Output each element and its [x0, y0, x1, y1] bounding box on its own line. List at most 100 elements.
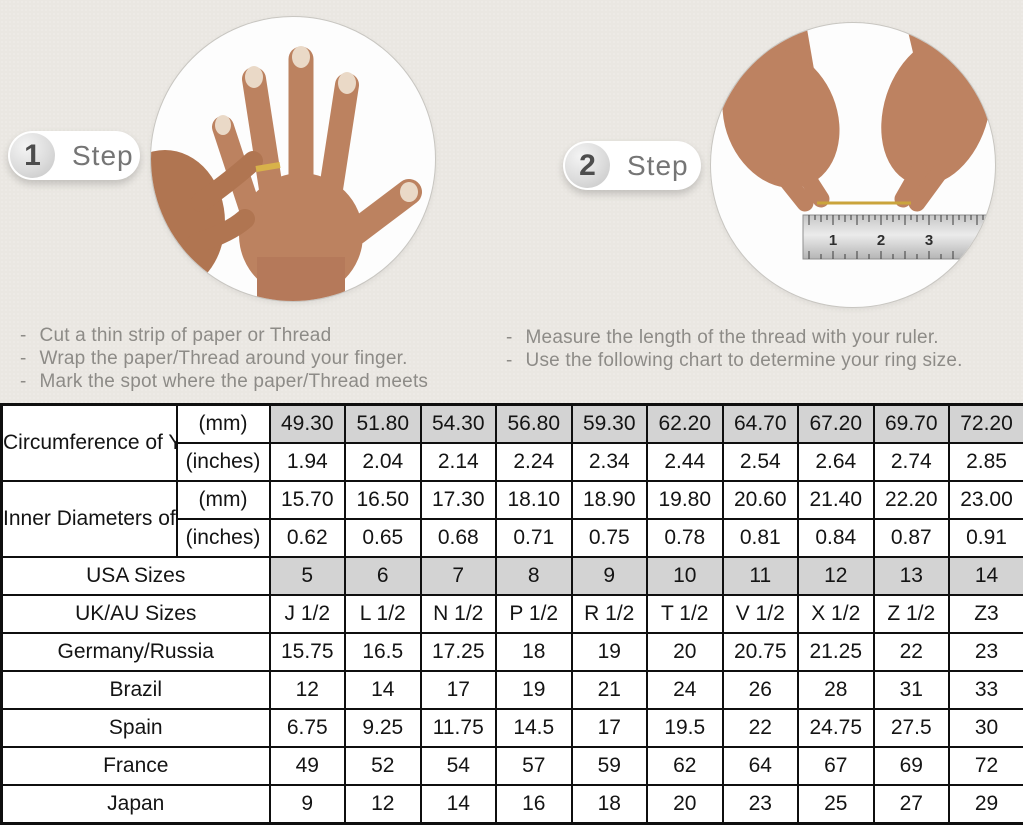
- table-cell: 22: [721, 708, 799, 748]
- table-cell: 0.71: [495, 518, 573, 558]
- table-cell: 14.5: [495, 708, 573, 748]
- gold-ring-band: [255, 162, 281, 172]
- table-cell: 17.30: [419, 480, 497, 520]
- table-cell: 0.75: [570, 518, 648, 558]
- table-cell: 23: [948, 632, 1023, 672]
- table-row: France 49 52 54 57 59 62 64 67 69 72: [0, 746, 1023, 786]
- table-row: Japan 9 12 14 16 18 20 23 25 27 29: [0, 784, 1023, 825]
- table-cell: 30: [948, 708, 1023, 748]
- row-label-france: France: [0, 746, 271, 786]
- table-cell: 19.80: [646, 480, 724, 520]
- row-unit-label: (inches): [175, 442, 271, 482]
- table-cell: J 1/2: [268, 594, 346, 634]
- table-cell: 57: [495, 746, 573, 786]
- step-1-instructions: Cut a thin strip of paper or ThreadWrap …: [20, 324, 428, 393]
- instruction-item: Wrap the paper/Thread around your finger…: [20, 347, 428, 370]
- row-group-label: Inner Diameters of Rings: [0, 480, 178, 558]
- table-cell: 9: [268, 784, 346, 825]
- table-cell: 14: [948, 556, 1023, 596]
- table-cell: 31: [872, 670, 950, 710]
- table-cell: 21.25: [797, 632, 875, 672]
- table-cell: Z3: [948, 594, 1023, 634]
- table-cell: 22: [872, 632, 950, 672]
- table-cell: 2.44: [646, 442, 724, 482]
- table-cell: 18.90: [570, 480, 648, 520]
- table-cell: 2.54: [721, 442, 799, 482]
- table-cell: 28: [797, 670, 875, 710]
- table-cell: 59.30: [570, 403, 648, 444]
- table-cell: V 1/2: [721, 594, 799, 634]
- row-unit-label: (inches): [175, 518, 271, 558]
- table-cell: 26: [721, 670, 799, 710]
- table-cell: 2.14: [419, 442, 497, 482]
- table-cell: 19: [495, 670, 573, 710]
- table-cell: 23.00: [948, 480, 1023, 520]
- ruler-graphic: 1 2 3: [802, 214, 995, 260]
- table-cell: 0.84: [797, 518, 875, 558]
- table-row: USA Sizes 5 6 7 8 9 10 11 12 13 14: [0, 556, 1023, 596]
- table-cell: 52: [344, 746, 422, 786]
- table-cell: 23: [721, 784, 799, 825]
- row-group-label: Circumference of Your Finger: [0, 403, 178, 482]
- table-cell: 0.62: [268, 518, 346, 558]
- table-cell: 9: [570, 556, 648, 596]
- table-cell: 72: [948, 746, 1023, 786]
- table-cell: 24.75: [797, 708, 875, 748]
- table-cell: 2.85: [948, 442, 1023, 482]
- table-cell: 2.24: [495, 442, 573, 482]
- table-cell: 18.10: [495, 480, 573, 520]
- table-cell: 17: [570, 708, 648, 748]
- table-cell: 54: [419, 746, 497, 786]
- table-cell: 64.70: [721, 403, 799, 444]
- table-cell: 69.70: [872, 403, 950, 444]
- table-cell: R 1/2: [570, 594, 648, 634]
- instruction-item: Measure the length of the thread with yo…: [506, 326, 963, 349]
- table-cell: 29: [948, 784, 1023, 825]
- table-cell: 21: [570, 670, 648, 710]
- table-cell: 67: [797, 746, 875, 786]
- table-cell: 7: [419, 556, 497, 596]
- table-row: Germany/Russia 15.75 16.5 17.25 18 19 20 20.75 2…: [0, 632, 1023, 672]
- table-cell: 51.80: [344, 403, 422, 444]
- step-2-label: Step: [627, 149, 689, 181]
- row-label-usa-sizes: USA Sizes: [0, 556, 271, 596]
- table-cell: 27.5: [872, 708, 950, 748]
- svg-text:2: 2: [877, 232, 885, 249]
- table-cell: 16.50: [344, 480, 422, 520]
- table-cell: 0.65: [344, 518, 422, 558]
- row-label-uk-au-sizes: UK/AU Sizes: [0, 594, 271, 634]
- table-cell: 11: [721, 556, 799, 596]
- row-unit-label: (mm): [175, 403, 271, 444]
- step-1-photo: [150, 16, 436, 302]
- table-cell: 56.80: [495, 403, 573, 444]
- step-2-badge: 2 Step: [563, 141, 701, 190]
- table-cell: 0.78: [646, 518, 724, 558]
- table-cell: 20: [646, 784, 724, 825]
- instruction-item: Mark the spot where the paper/Thread mee…: [20, 370, 428, 393]
- table-cell: 33: [948, 670, 1023, 710]
- step-2-instructions: Measure the length of the thread with yo…: [506, 326, 963, 372]
- table-cell: 62.20: [646, 403, 724, 444]
- table-cell: 2.64: [797, 442, 875, 482]
- instruction-item: Cut a thin strip of paper or Thread: [20, 324, 428, 347]
- table-cell: 15.75: [268, 632, 346, 672]
- table-row: Spain 6.75 9.25 11.75 14.5 17 19.5 22 24.75 27.5 3…: [0, 708, 1023, 748]
- table-cell: 72.20: [948, 403, 1023, 444]
- table-cell: 20.75: [721, 632, 799, 672]
- table-cell: L 1/2: [344, 594, 422, 634]
- table-cell: 0.68: [419, 518, 497, 558]
- table-cell: 0.81: [721, 518, 799, 558]
- step-2-photo: 1 2 3: [710, 22, 996, 308]
- ring-size-table-body: Circumference of Your Finger(mm)49.3051.…: [0, 403, 1023, 825]
- table-cell: 6.75: [268, 708, 346, 748]
- table-cell: 16: [495, 784, 573, 825]
- step-2-number-circle: 2: [565, 143, 610, 188]
- ring-size-table: Circumference of Your Finger(mm)49.3051.…: [0, 403, 1023, 825]
- row-label-japan: Japan: [0, 784, 271, 825]
- table-cell: 15.70: [268, 480, 346, 520]
- table-cell: T 1/2: [646, 594, 724, 634]
- table-cell: N 1/2: [419, 594, 497, 634]
- table-cell: 11.75: [419, 708, 497, 748]
- table-cell: 18: [495, 632, 573, 672]
